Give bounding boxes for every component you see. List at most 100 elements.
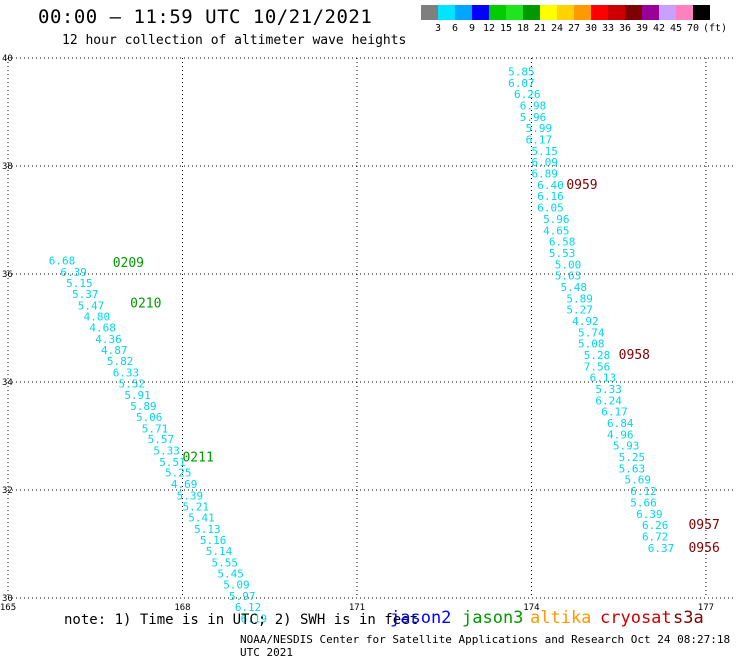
y-tick-label: 34 — [2, 378, 13, 388]
data-point-label: 5.06 — [136, 411, 163, 424]
colorbar-swatch — [438, 5, 455, 20]
x-tick-label: 174 — [523, 603, 539, 613]
data-point-label: 5.14 — [206, 545, 233, 558]
data-point-label: 4.80 — [84, 311, 111, 324]
data-point-label: 5.99 — [526, 122, 553, 135]
satellite-legend-altika: altika — [530, 608, 592, 628]
colorbar-swatch — [523, 5, 540, 20]
y-tick-label: 32 — [2, 486, 13, 496]
colorbar-swatch — [455, 5, 472, 20]
colorbar-label: 33 — [601, 23, 615, 34]
data-point-label: 6.68 — [49, 255, 76, 268]
data-point-label: 6.12 — [235, 601, 262, 614]
data-point-label: 5.82 — [107, 355, 134, 368]
colorbar-label: 27 — [567, 23, 581, 34]
data-point-label: 5.96 — [543, 213, 570, 226]
time-label: 0210 — [130, 297, 161, 312]
data-point-label: 5.45 — [217, 568, 244, 581]
data-point-label: 5.37 — [72, 288, 99, 301]
x-tick-label: 168 — [174, 603, 190, 613]
data-point-label: 6.07 — [508, 77, 535, 90]
data-point-label: 5.15 — [531, 145, 558, 158]
data-point-label: 5.48 — [561, 281, 588, 294]
satellite-legend-jason2: jason2 — [390, 608, 452, 628]
data-point-label: 5.55 — [212, 556, 239, 569]
colorbar-label: 39 — [635, 23, 649, 34]
data-point-label: 6.17 — [526, 134, 553, 147]
data-point-label: 5.66 — [630, 496, 657, 509]
colorbar-label: 6 — [451, 23, 459, 34]
data-point-label: 5.21 — [182, 501, 209, 514]
colorbar-label: 18 — [516, 23, 530, 34]
data-point-label: 5.96 — [520, 111, 547, 124]
time-label: 0956 — [688, 541, 719, 556]
chart-title: 00:00 – 11:59 UTC 10/21/2021 — [38, 6, 373, 28]
data-point-label: 5.08 — [578, 338, 605, 351]
data-point-label: 6.40 — [537, 179, 564, 192]
data-point-label: 4.36 — [95, 333, 122, 346]
data-point-label: 6.37 — [648, 542, 675, 555]
colorbar-label: 15 — [499, 23, 513, 34]
time-label: 0211 — [182, 451, 213, 466]
data-point-label: 5.63 — [555, 270, 582, 283]
data-point-label: 5.89 — [566, 292, 593, 305]
colorbar-label: 12 — [482, 23, 496, 34]
x-tick-label: 171 — [349, 603, 365, 613]
data-point-label: 6.13 — [590, 372, 617, 385]
colorbar-label: 9 — [468, 23, 476, 34]
colorbar-label: 30 — [584, 23, 598, 34]
data-point-label: 6.84 — [607, 417, 634, 430]
data-point-label: 5.33 — [153, 445, 180, 458]
colorbar-swatch — [557, 5, 574, 20]
y-tick-label: 40 — [2, 54, 13, 64]
data-point-label: 4.92 — [572, 315, 599, 328]
data-point-label: 5.51 — [159, 456, 186, 469]
y-tick-label: 30 — [2, 594, 13, 604]
colorbar-label: 21 — [533, 23, 547, 34]
data-point-label: 5.74 — [578, 326, 605, 339]
data-point-label: 5.97 — [229, 590, 256, 603]
colorbar-label: 42 — [652, 23, 666, 34]
time-label: 0957 — [688, 518, 719, 533]
data-point-label: 6.19 — [241, 613, 268, 626]
colorbar-swatch — [608, 5, 625, 20]
colorbar-label: 45 — [669, 23, 683, 34]
colorbar-label: 70 — [686, 23, 700, 34]
colorbar-label: 36 — [618, 23, 632, 34]
time-label: 0209 — [113, 256, 144, 271]
data-point-label: 6.89 — [531, 168, 558, 181]
data-point-label: 5.53 — [549, 247, 576, 260]
data-point-label: 5.47 — [78, 299, 105, 312]
data-point-label: 5.25 — [165, 467, 192, 480]
data-point-label: 5.27 — [566, 304, 593, 317]
y-tick-label: 38 — [2, 162, 13, 172]
x-tick-label: 177 — [698, 603, 714, 613]
satellite-legend-cryosat: cryosat — [600, 608, 672, 628]
data-point-label: 6.26 — [514, 88, 541, 101]
data-point-label: 6.33 — [113, 366, 140, 379]
data-point-label: 5.39 — [177, 489, 204, 502]
data-point-label: 6.17 — [601, 406, 628, 419]
data-point-label: 6.72 — [642, 530, 669, 543]
data-point-label: 5.57 — [148, 433, 175, 446]
data-point-label: 5.13 — [194, 523, 221, 536]
data-point-label: 5.16 — [200, 534, 227, 547]
colorbar-swatch — [421, 5, 438, 20]
data-point-label: 4.87 — [101, 344, 128, 357]
colorbar-label: 24 — [550, 23, 564, 34]
data-point-label: 6.09 — [531, 156, 558, 169]
data-point-label: 5.85 — [508, 66, 535, 79]
data-point-label: 5.25 — [619, 451, 646, 464]
data-point-label: 6.05 — [537, 202, 564, 215]
colorbar-unit: (ft) — [703, 23, 728, 34]
chart-subtitle: 12 hour collection of altimeter wave hei… — [62, 33, 407, 48]
data-point-label: 7.56 — [584, 360, 611, 373]
data-point-label: 6.98 — [520, 100, 547, 113]
colorbar-swatch — [540, 5, 557, 20]
data-point-label: 6.16 — [537, 190, 564, 203]
colorbar-swatch — [489, 5, 506, 20]
data-point-label: 4.69 — [171, 478, 198, 491]
footer-note: note: 1) Time is in UTC; 2) SWH is in fe… — [64, 612, 419, 628]
data-point-label: 5.33 — [595, 383, 622, 396]
